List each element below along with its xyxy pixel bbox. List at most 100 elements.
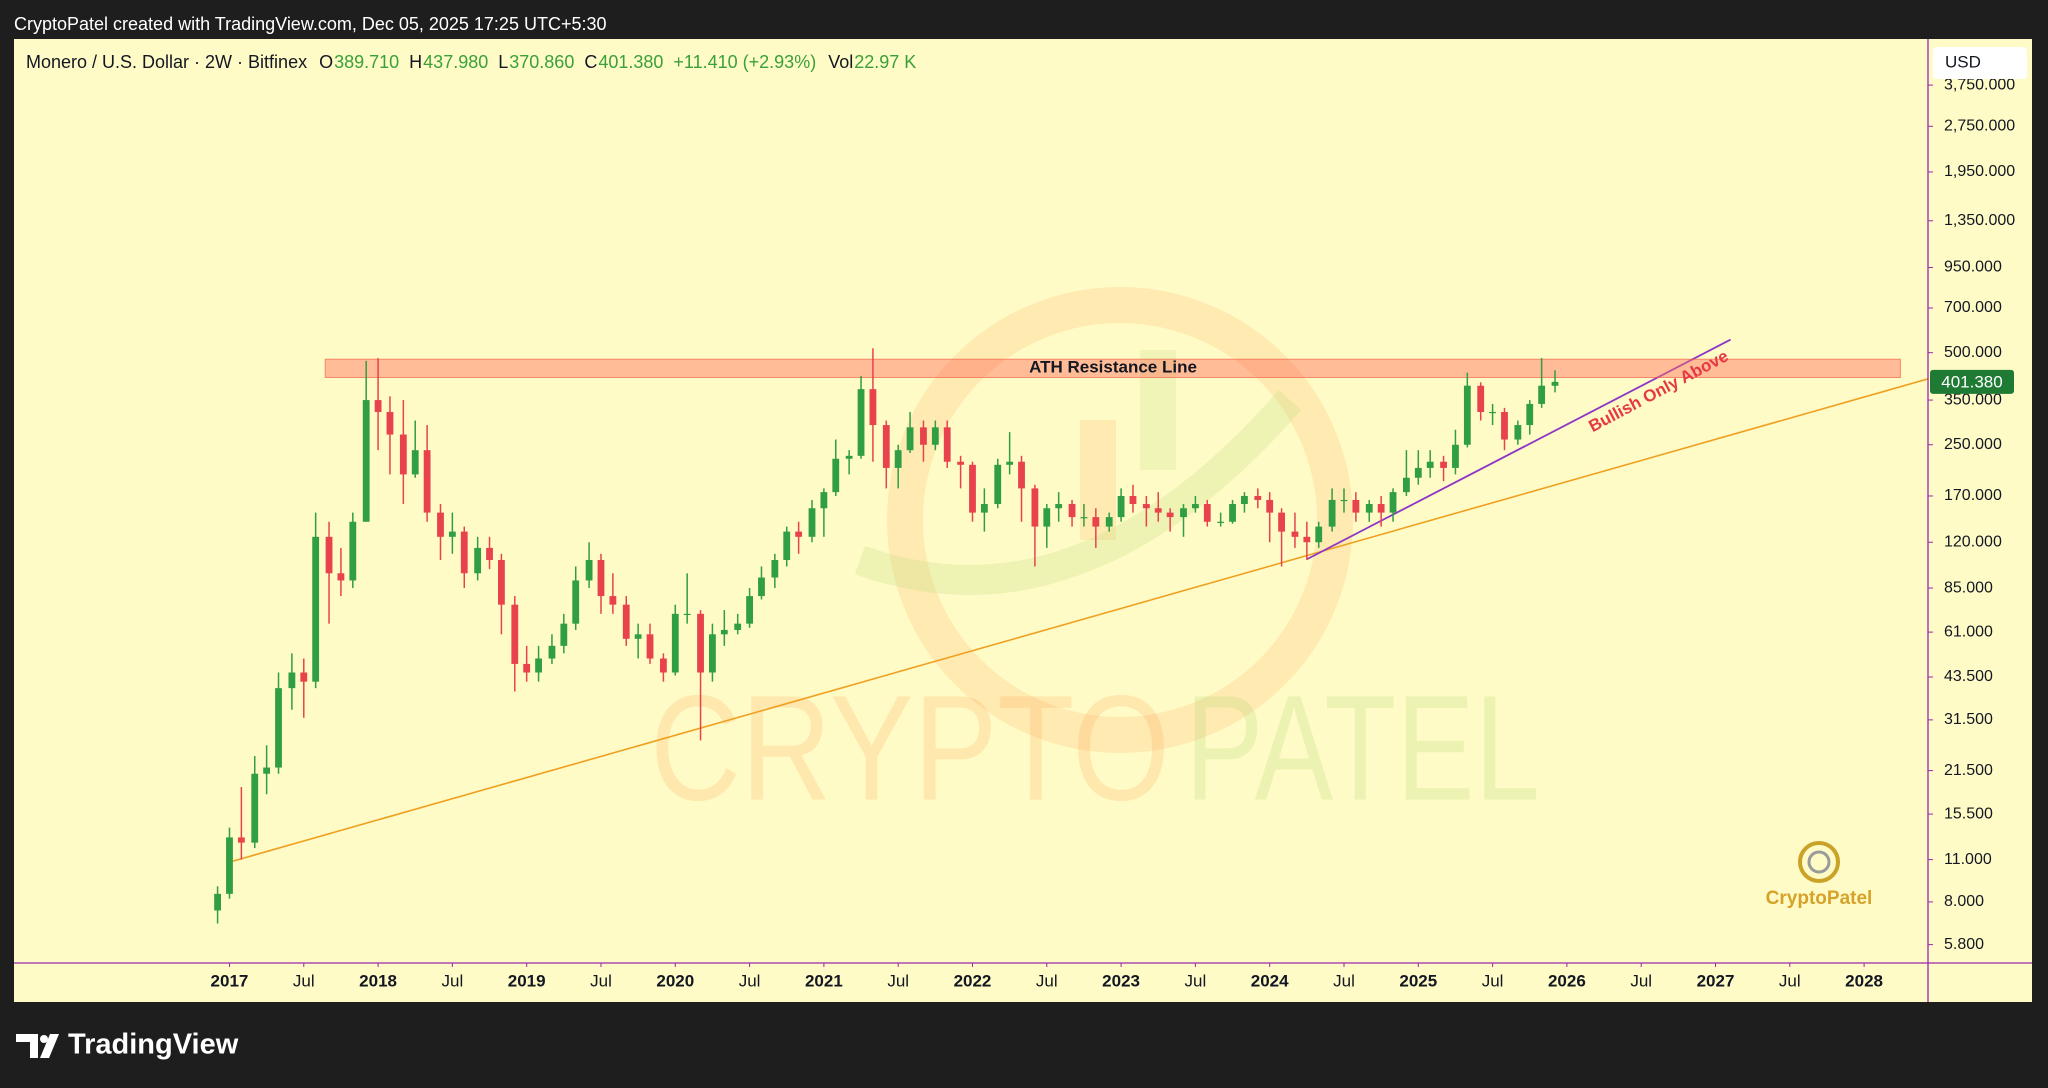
support-trend-line: [229, 378, 1928, 863]
y-tick-label: 31.500: [1944, 711, 1993, 728]
x-tick-label: 2020: [656, 971, 694, 990]
legend-item-label: L: [498, 52, 508, 72]
currency-button[interactable]: [1933, 47, 2027, 79]
x-tick-label: 2018: [359, 971, 397, 990]
legend-item-value: 370.860: [509, 52, 574, 72]
footer-icon: [16, 1034, 59, 1058]
legend-volume-label: Vol: [828, 52, 853, 72]
y-tick-label: 43.500: [1944, 668, 1993, 685]
candle-body: [1278, 512, 1285, 532]
legend-item-value: 437.980: [423, 52, 488, 72]
candle-body: [572, 580, 580, 624]
candle-body: [362, 400, 370, 522]
candle-body: [894, 450, 902, 468]
candle-body: [585, 559, 593, 581]
y-tick-label: 5.800: [1944, 936, 1984, 953]
candle-body: [535, 658, 542, 673]
candle-body: [437, 512, 444, 537]
candle-body: [411, 450, 419, 475]
watermark-arrow: [854, 390, 1302, 595]
annotation: ATH Resistance Line: [1029, 357, 1197, 376]
candle-body: [1377, 504, 1385, 513]
candle-body: [783, 531, 791, 560]
candle-body: [1291, 531, 1299, 537]
candle-body: [646, 634, 654, 659]
candle-body: [1217, 521, 1225, 523]
legend-change: +11.410 (+2.93%): [673, 52, 816, 72]
y-tick-label: 85.000: [1944, 579, 1993, 596]
y-tick-label: 120.000: [1944, 533, 2002, 550]
logo: CryptoPatel: [1766, 841, 1873, 909]
candle-body: [857, 389, 865, 456]
candle-body: [1538, 385, 1546, 404]
candle-body: [832, 458, 840, 493]
candle-body: [1414, 467, 1422, 478]
candle-body: [288, 672, 296, 689]
x-tick-label: Jul: [1333, 971, 1355, 990]
candle-body: [1142, 504, 1150, 509]
candle-body: [1080, 517, 1088, 519]
candle-body: [337, 573, 345, 581]
candle-body: [943, 427, 951, 462]
candle-body: [1551, 381, 1559, 386]
candle-body: [325, 536, 333, 574]
x-tick-label: Jul: [293, 971, 315, 990]
candle-body: [683, 613, 691, 616]
watermark-text: PATEL: [1185, 664, 1540, 832]
legend-item-value: 389.710: [334, 52, 399, 72]
x-tick-label: Jul: [1036, 971, 1058, 990]
footer-logo: TradingView: [16, 1029, 239, 1061]
currency-label[interactable]: USD: [1945, 52, 1981, 71]
legend-item-label: H: [409, 52, 422, 72]
candle-body: [1514, 425, 1522, 440]
legend-item-label: O: [319, 52, 333, 72]
logo-text: CryptoPatel: [1766, 888, 1873, 909]
candle-body: [697, 613, 704, 673]
y-tick-label: 250.000: [1944, 436, 2002, 453]
candle-body: [399, 434, 407, 475]
candle-body: [746, 596, 753, 624]
footer-text: TradingView: [68, 1029, 239, 1061]
candle-body: [1352, 499, 1360, 513]
candle-body: [1006, 461, 1014, 465]
candle-body: [1254, 495, 1262, 500]
candle-body: [720, 629, 728, 635]
y-tick-label: 11.000: [1944, 851, 1992, 868]
candle-body: [386, 411, 394, 435]
last-price-label: 401.380: [1941, 372, 2002, 391]
y-tick-label: 1,950.000: [1944, 163, 2015, 180]
y-tick-label: 8.000: [1944, 893, 1984, 910]
candle-body: [1315, 526, 1323, 543]
candle-body: [460, 531, 468, 574]
candle-body: [374, 400, 382, 412]
candle-body: [969, 464, 976, 513]
candle-body: [1031, 488, 1039, 527]
candle-body: [758, 577, 765, 597]
candle-body: [1068, 504, 1076, 518]
rising-trend-line: [1306, 338, 1732, 560]
candle-body: [251, 773, 259, 843]
x-tick-label: 2021: [805, 971, 843, 990]
candle-body: [1117, 495, 1125, 518]
candle-body: [734, 623, 742, 630]
candle-body: [1191, 504, 1199, 509]
candle-body: [634, 634, 642, 639]
candle-body: [474, 547, 482, 574]
logo-coin-inner: [1807, 850, 1831, 874]
x-tick-label: Jul: [442, 971, 464, 990]
watermark: CRYPTO PATEL: [650, 287, 1540, 832]
candle-body: [523, 663, 531, 673]
candle-body: [1203, 504, 1211, 522]
candle-body: [1166, 512, 1174, 518]
y-tick-label: 350.000: [1944, 391, 2002, 408]
footer-icon-dot: [40, 1035, 48, 1043]
y-tick-label: 15.500: [1944, 805, 1993, 822]
watermark-text: CRYPTO: [650, 664, 1170, 832]
watermark-candle: [1140, 350, 1176, 470]
candle-body: [795, 531, 803, 537]
candle-body: [1328, 499, 1336, 527]
candle-body: [1526, 403, 1534, 426]
candle-body: [300, 672, 308, 682]
top-bar-text: CryptoPatel created with TradingView.com…: [14, 14, 607, 34]
